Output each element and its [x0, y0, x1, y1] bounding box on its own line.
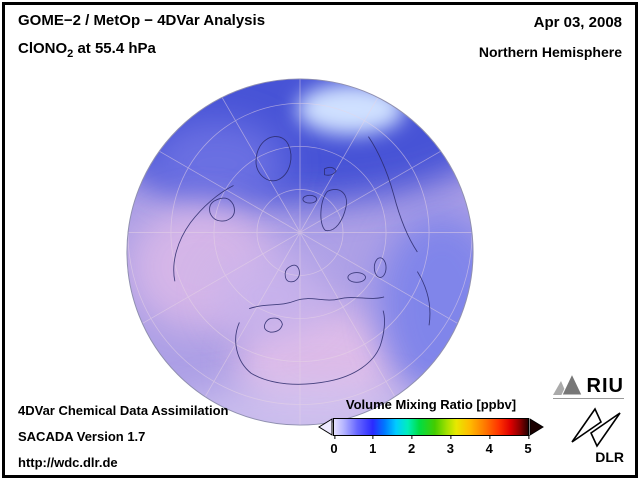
colorbar-title: Volume Mixing Ratio [ppbv]	[345, 397, 517, 412]
tick-label-1: 1	[369, 435, 377, 456]
credits-block: 4DVar Chemical Data Assimilation SACADA …	[18, 398, 229, 476]
coastlines	[173, 136, 431, 385]
dlr-bird-icon	[571, 407, 621, 448]
pressure-level: at 55.4 hPa	[73, 40, 156, 57]
page-title: GOME−2 / MetOp − 4DVar Analysis	[18, 12, 266, 29]
colorbar-gradient	[333, 418, 529, 436]
riu-logo-text: RIU	[586, 375, 624, 397]
mixing-ratio-field	[126, 78, 474, 426]
colorbar-tick-labels: 0 1 2 3 4 5	[318, 435, 544, 459]
riu-logo: RIU	[552, 372, 624, 399]
credit-line-assimilation: 4DVar Chemical Data Assimilation	[18, 403, 229, 418]
colorbar-left-arrow-icon	[318, 418, 333, 436]
colorbar	[318, 417, 544, 437]
globe-map	[124, 76, 476, 428]
analysis-date: Apr 03, 2008	[533, 14, 622, 31]
tick-label-0: 0	[330, 435, 338, 456]
tick-label-4: 4	[485, 435, 493, 456]
riu-logo-icon	[552, 372, 583, 396]
species-subscript: 2	[67, 48, 74, 60]
dlr-logo: DLR	[564, 406, 624, 465]
tick-label-2: 2	[407, 435, 416, 456]
tick-label-5: 5	[524, 435, 532, 456]
credit-line-version: SACADA Version 1.7	[18, 429, 146, 444]
graticule	[126, 78, 474, 426]
hemisphere-label: Northern Hemisphere	[478, 44, 622, 60]
globe-svg	[126, 78, 474, 426]
species-name: ClONO	[18, 40, 68, 57]
colorbar-right-arrow-icon	[529, 418, 544, 436]
dlr-logo-text: DLR	[595, 449, 624, 465]
tick-label-3: 3	[446, 435, 455, 456]
credit-line-url: http://wdc.dlr.de	[18, 455, 118, 470]
species-level-label: ClONO2 at 55.4 hPa	[18, 40, 156, 60]
